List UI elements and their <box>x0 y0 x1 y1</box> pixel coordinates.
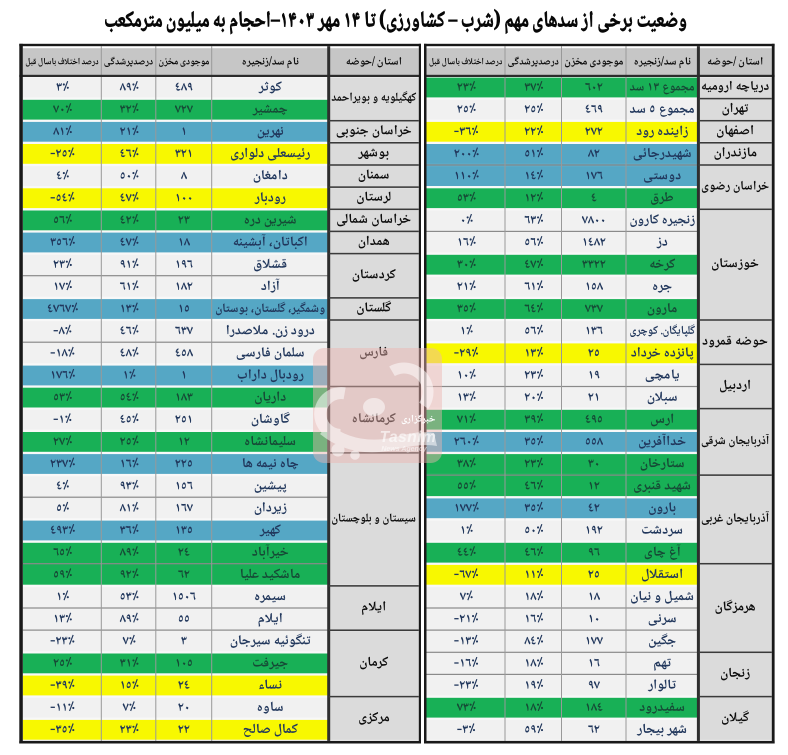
svg-text:Tasnim: Tasnim <box>380 429 437 446</box>
svg-text:News Agency: News Agency <box>381 446 427 453</box>
